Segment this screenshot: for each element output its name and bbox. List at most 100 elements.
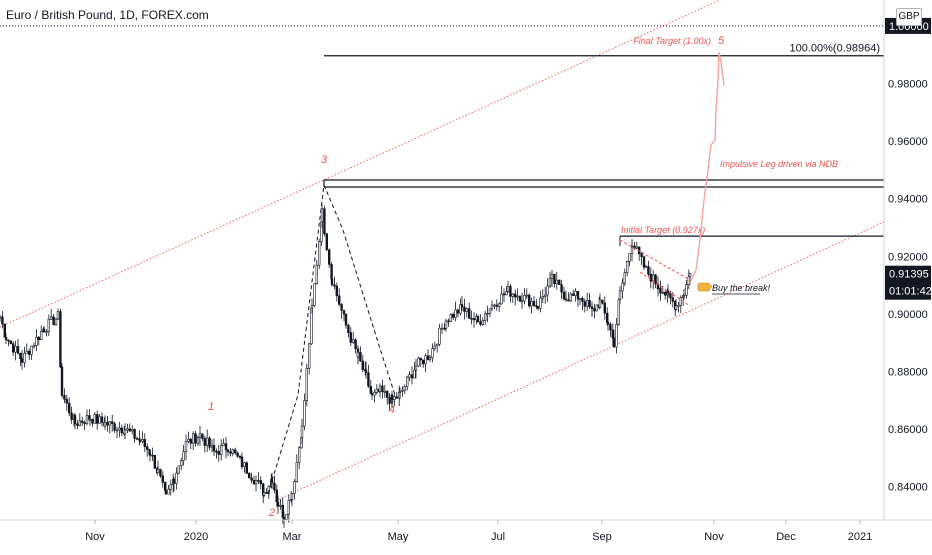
horizontal-levels: 100.00%(0.98964) xyxy=(0,25,884,247)
candle-body xyxy=(497,303,501,307)
candle-body xyxy=(642,256,646,268)
candle-body xyxy=(562,291,566,300)
wave-label-5: 5 xyxy=(718,35,725,47)
candle-body xyxy=(630,246,634,254)
candle-body xyxy=(383,390,386,393)
candle-body xyxy=(405,376,409,387)
candle-body xyxy=(595,304,599,312)
candle-body xyxy=(603,302,607,314)
trend-channel xyxy=(0,0,885,502)
candle-body xyxy=(201,433,204,439)
currency-button[interactable]: GBP xyxy=(896,8,922,26)
candle-body xyxy=(295,461,298,483)
candle-body xyxy=(356,352,360,358)
candle-body xyxy=(259,480,262,485)
candle-body xyxy=(226,449,230,453)
candle-body xyxy=(135,438,139,440)
candle-body xyxy=(156,468,160,474)
x-tick-label: 2021 xyxy=(848,531,872,543)
candle-body xyxy=(217,451,220,455)
candle-body xyxy=(447,320,450,323)
candle-body xyxy=(385,390,389,398)
x-axis-labels: Nov 2020 Mar May Jul Sep Nov Dec 2021 xyxy=(85,520,872,543)
candle-body xyxy=(236,452,239,457)
candle-body xyxy=(252,479,256,485)
candle-body xyxy=(623,272,627,284)
candle-body xyxy=(541,296,545,299)
candle-body xyxy=(472,318,476,321)
candle-body xyxy=(220,445,223,455)
candle-body xyxy=(7,339,10,342)
candle-body xyxy=(687,276,691,285)
candle-body xyxy=(47,318,51,332)
candle-body xyxy=(126,428,129,431)
candle-body xyxy=(111,421,114,424)
y-tick-label: 0.88000 xyxy=(888,366,928,378)
candle-body xyxy=(506,285,510,292)
candle-body xyxy=(128,428,131,432)
candle-body xyxy=(583,301,587,307)
candle-body xyxy=(245,462,248,474)
candle-body xyxy=(505,291,508,296)
candle-body xyxy=(133,429,136,439)
y-axis-labels: 0.84000 0.86000 0.88000 0.90000 0.92000 0.940… xyxy=(888,79,928,494)
projection-path xyxy=(689,51,725,284)
candle-body xyxy=(532,301,536,306)
candle-body xyxy=(76,423,79,426)
candle-body xyxy=(609,324,612,331)
candle-body xyxy=(164,490,168,495)
axes xyxy=(0,0,932,521)
candle-body xyxy=(395,396,398,399)
candle-body xyxy=(250,477,253,481)
candle-body xyxy=(98,416,101,424)
candle-body xyxy=(224,443,228,451)
candle-body xyxy=(222,443,225,447)
countdown-value: 01:01:42 xyxy=(889,286,932,298)
candle-body xyxy=(281,504,284,518)
x-tick-label: Nov xyxy=(704,531,724,543)
candle-body xyxy=(52,316,55,326)
candle-body xyxy=(593,308,596,312)
candle-body xyxy=(19,352,22,359)
candle-body xyxy=(495,304,498,307)
candle-body xyxy=(359,352,362,362)
candle-body xyxy=(581,297,584,302)
candle-body xyxy=(588,300,591,308)
candle-body xyxy=(378,385,382,392)
candle-body xyxy=(131,429,134,432)
candle-body xyxy=(431,348,434,358)
candle-body xyxy=(509,285,512,297)
candle-body xyxy=(408,374,411,378)
candle-body xyxy=(229,451,232,454)
candle-body xyxy=(169,484,172,490)
candle-body xyxy=(305,367,308,401)
y-tick-label: 0.96000 xyxy=(888,136,928,148)
x-tick-label: Jul xyxy=(491,531,505,543)
candle-body xyxy=(367,372,370,387)
candle-body xyxy=(70,412,73,420)
candle-body xyxy=(141,439,144,442)
candle-body xyxy=(113,423,116,431)
candle-body xyxy=(548,278,552,287)
candle-body xyxy=(546,285,549,296)
candle-body xyxy=(175,472,178,484)
candle-body xyxy=(257,480,260,482)
candle-body xyxy=(143,439,146,447)
y-tick-label: 0.98000 xyxy=(888,79,928,91)
candle-body xyxy=(49,316,53,320)
x-tick-label: Sep xyxy=(592,531,612,543)
candle-body xyxy=(669,292,672,299)
last-price-value: 0.91395 xyxy=(889,269,929,281)
candle-body xyxy=(666,290,670,294)
candle-body xyxy=(275,489,278,503)
candle-body xyxy=(212,445,216,452)
candle-body xyxy=(100,416,104,423)
candle-body xyxy=(54,318,58,326)
candle-body xyxy=(148,454,152,456)
candle-body xyxy=(297,447,301,463)
candle-body xyxy=(93,414,97,424)
candle-body xyxy=(550,273,554,279)
candle-body xyxy=(428,357,432,360)
candle-body xyxy=(267,486,270,494)
